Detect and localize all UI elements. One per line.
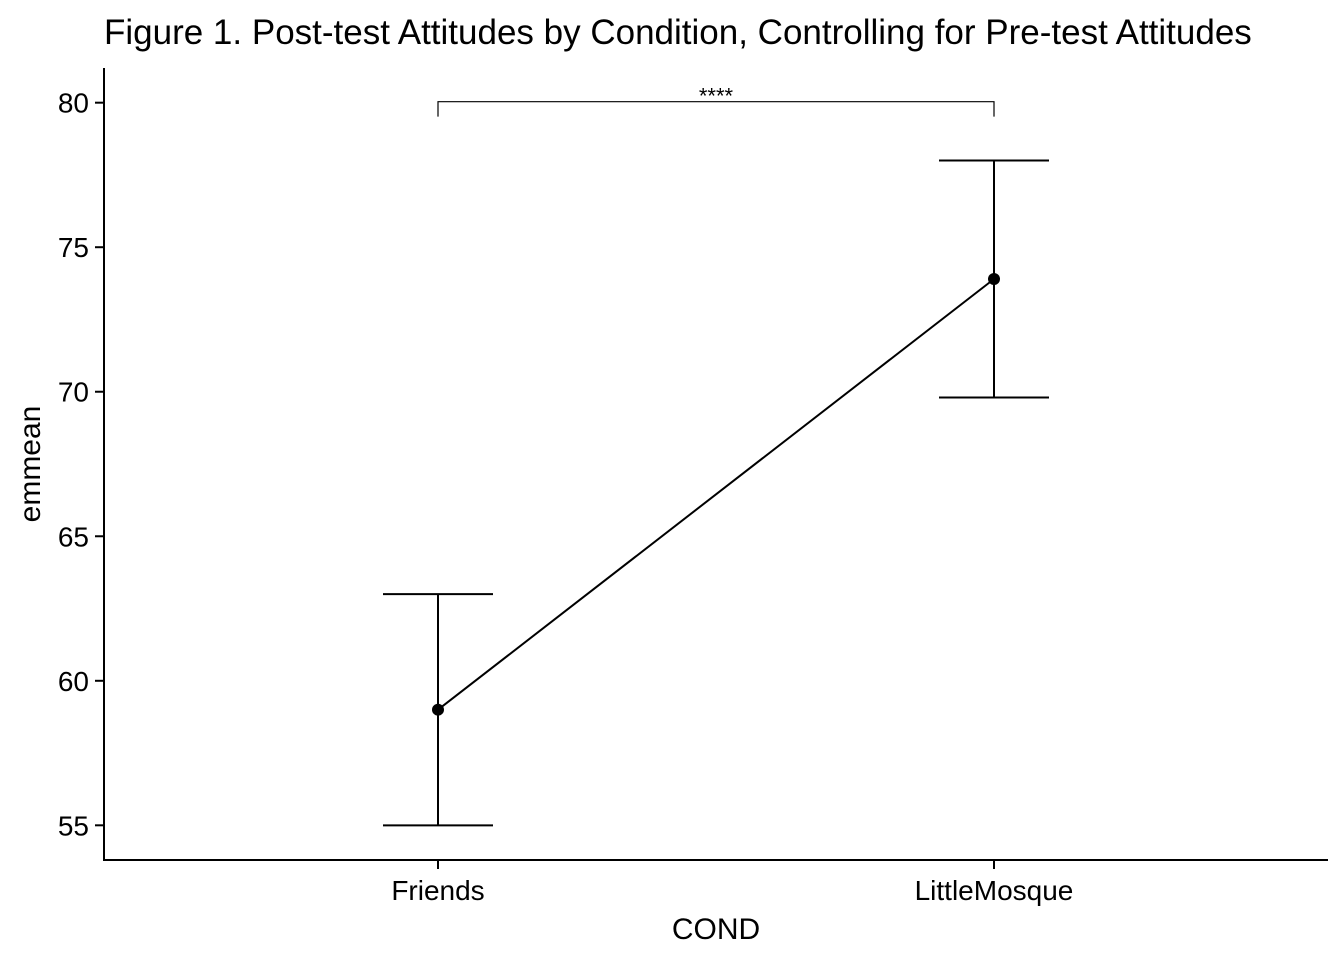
y-axis-ticks: 55 60 65 70 75 80 bbox=[58, 88, 104, 841]
x-tick-label: Friends bbox=[391, 875, 484, 906]
y-axis-label: emmean bbox=[14, 406, 47, 523]
significance-bracket: **** bbox=[437, 84, 995, 117]
chart-title: Figure 1. Post-test Attitudes by Conditi… bbox=[104, 13, 1252, 52]
y-tick-label: 55 bbox=[58, 810, 89, 841]
x-axis-ticks: Friends LittleMosque bbox=[391, 860, 1073, 906]
data-point bbox=[988, 273, 1000, 286]
error-bars bbox=[383, 159, 1049, 827]
x-tick-label: LittleMosque bbox=[915, 875, 1074, 906]
y-tick-label: 60 bbox=[58, 666, 89, 697]
data-point bbox=[432, 703, 444, 716]
series-lines bbox=[437, 278, 995, 711]
y-tick-label: 75 bbox=[58, 232, 89, 263]
significance-label: **** bbox=[699, 84, 734, 109]
y-tick-label: 65 bbox=[58, 521, 89, 552]
y-tick-label: 70 bbox=[58, 377, 89, 408]
significance-bracket-line bbox=[437, 101, 995, 117]
y-tick-label: 80 bbox=[58, 88, 89, 119]
series-line bbox=[437, 278, 995, 711]
data-points bbox=[432, 273, 1000, 716]
x-axis-label: COND bbox=[672, 913, 760, 946]
